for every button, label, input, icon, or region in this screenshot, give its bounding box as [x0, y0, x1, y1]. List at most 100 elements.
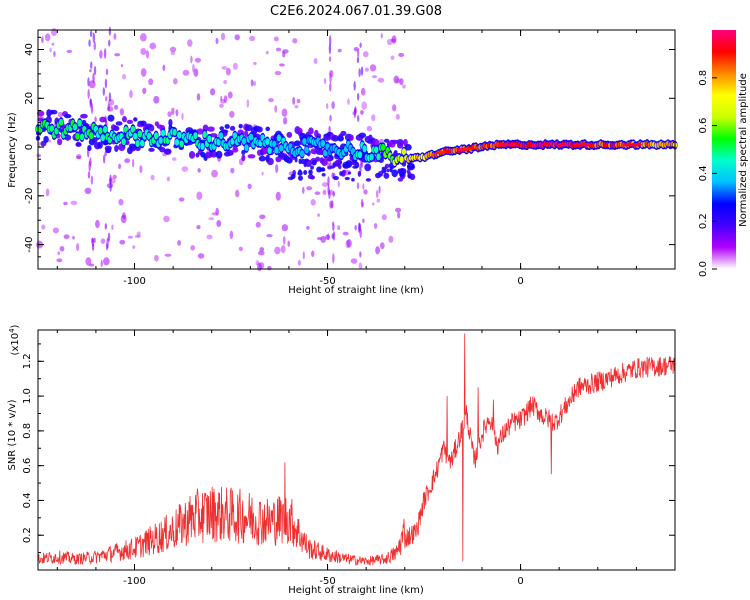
spectrum-noise-blob — [181, 112, 184, 121]
spectrum-noise-blob — [197, 253, 205, 259]
spectrum-streak-blob — [102, 154, 106, 164]
spectrum-halo-blob — [196, 128, 204, 135]
spectrum-noise-blob — [398, 52, 405, 57]
spectrum-noise-blob — [376, 198, 381, 203]
spectrum-halo-blob — [148, 124, 155, 132]
spectrum-noise-blob — [56, 258, 63, 263]
spectrum-noise-blob — [247, 183, 252, 190]
spectrum-noise-blob — [120, 64, 123, 68]
spectrum-noise-blob — [314, 191, 321, 195]
spectrum-noise-blob — [379, 139, 384, 143]
snr-x-label: Height of straight line (km) — [288, 585, 424, 596]
spectrum-halo-blob — [293, 140, 302, 147]
spectrum-noise-blob — [402, 84, 406, 89]
spectrum-band-core — [77, 119, 82, 127]
spectrum-halo-blob — [256, 126, 263, 133]
spectrum-noise-blob — [259, 214, 266, 220]
spectrum-band-core — [216, 138, 221, 146]
spectrum-streak-blob — [93, 65, 97, 76]
spectrum-halo-blob — [364, 163, 372, 172]
spectrum-noise-blob — [153, 95, 160, 104]
spectrum-band-core — [279, 144, 284, 152]
spectrum-noise-blob — [337, 225, 341, 231]
snr-multiplier: (x104) — [8, 324, 21, 355]
spectrum-noise-blob — [223, 80, 228, 85]
spectrum-halo-blob — [133, 117, 138, 122]
spectrum-noise-blob — [392, 104, 397, 112]
spectrum-noise-blob — [145, 50, 150, 59]
spectrum-noise-blob — [321, 182, 329, 187]
spectrum-noise-blob — [232, 62, 238, 70]
spectrum-noise-blob — [215, 207, 220, 216]
spectrum-halo-blob — [43, 135, 49, 143]
spectrum-noise-blob — [112, 174, 117, 179]
spectrum-streak-blob — [356, 92, 360, 101]
spectrum-noise-blob — [48, 139, 52, 143]
y-tick-label: 1.2 — [22, 353, 33, 369]
spectrum-noise-blob — [103, 257, 110, 266]
spectrum-streak-blob — [329, 72, 332, 84]
spectrum-cluster-blob — [339, 171, 343, 176]
spectrum-streak-blob — [329, 82, 332, 92]
spectrum-band-core — [274, 146, 279, 154]
spectrum-noise-blob — [95, 219, 100, 229]
spectrum-noise-blob — [253, 61, 257, 66]
spectrum-noise-blob — [149, 42, 157, 50]
spectrum-halo-blob — [349, 134, 354, 141]
spectrum-noise-blob — [281, 108, 288, 117]
spectrum-halo-blob — [215, 150, 223, 159]
spectrum-streak-blob — [93, 41, 96, 51]
spectrum-noise-blob — [220, 95, 223, 101]
spectrum-noise-blob — [302, 251, 305, 260]
spectrum-halo-blob — [340, 130, 347, 136]
spectrum-halo-blob — [244, 130, 249, 137]
spectrum-band-core — [207, 135, 212, 143]
spectrum-noise-blob — [171, 157, 177, 161]
spectrum-noise-blob — [114, 53, 121, 57]
spectrum-halo-blob — [80, 113, 88, 119]
spectrum-noise-blob — [292, 96, 296, 105]
spectrum-band-core — [158, 136, 163, 144]
y-tick-label: -20 — [24, 188, 35, 204]
spectrum-streak-blob — [88, 39, 91, 47]
spectrum-band-core — [79, 133, 85, 141]
spectrum-streak-blob — [87, 88, 90, 99]
spectrum-band-core — [357, 151, 363, 159]
spectrum-noise-blob — [119, 239, 126, 245]
y-tick-label: -40 — [24, 236, 35, 252]
spectrum-noise-blob — [44, 33, 51, 42]
snr-background — [38, 330, 675, 570]
spectrum-noise-blob — [378, 185, 381, 194]
spectrum-streak-blob — [331, 233, 334, 240]
spectrum-streak-blob — [327, 176, 330, 187]
spectrum-noise-blob — [140, 48, 147, 56]
spectrum-noise-blob — [275, 191, 281, 201]
spectrum-streak-blob — [92, 72, 95, 84]
spectrum-band-core — [304, 146, 309, 154]
spectrum-noise-blob — [395, 78, 401, 84]
spectrum-noise-blob — [375, 189, 379, 199]
spectrum-noise-blob — [280, 245, 286, 254]
spectrum-noise-blob — [320, 235, 327, 243]
spectrum-streak-blob — [102, 87, 106, 96]
spectrum-noise-blob — [275, 163, 279, 173]
spectrum-noise-blob — [129, 90, 133, 98]
spectrum-noise-blob — [164, 253, 172, 257]
spectrogram-panel: -100 -50 0 -40 -20 0 20 40 Height of straight … — [7, 26, 678, 296]
spectrum-noise-blob — [257, 262, 262, 272]
spectrum-noise-blob — [377, 77, 385, 83]
spectrogram-x-label: Height of straight line (km) — [288, 285, 424, 296]
spectrum-peak-spot — [457, 148, 465, 152]
spectrum-noise-blob — [178, 197, 185, 202]
spectrum-noise-blob — [337, 180, 340, 188]
spectrum-noise-blob — [111, 224, 114, 231]
spectrum-cluster-blob — [399, 171, 405, 178]
spectrum-noise-blob — [371, 75, 378, 79]
spectrum-cluster-blob — [386, 168, 390, 173]
spectrogram-frame — [37, 29, 676, 270]
spectrum-noise-blob — [136, 231, 141, 238]
spectrogram-y-ticks: -40 -20 0 20 40 — [24, 36, 675, 270]
spectrum-cluster-blob — [307, 173, 314, 180]
spectrum-band-core — [121, 138, 126, 146]
spectrum-noise-blob — [197, 168, 201, 173]
